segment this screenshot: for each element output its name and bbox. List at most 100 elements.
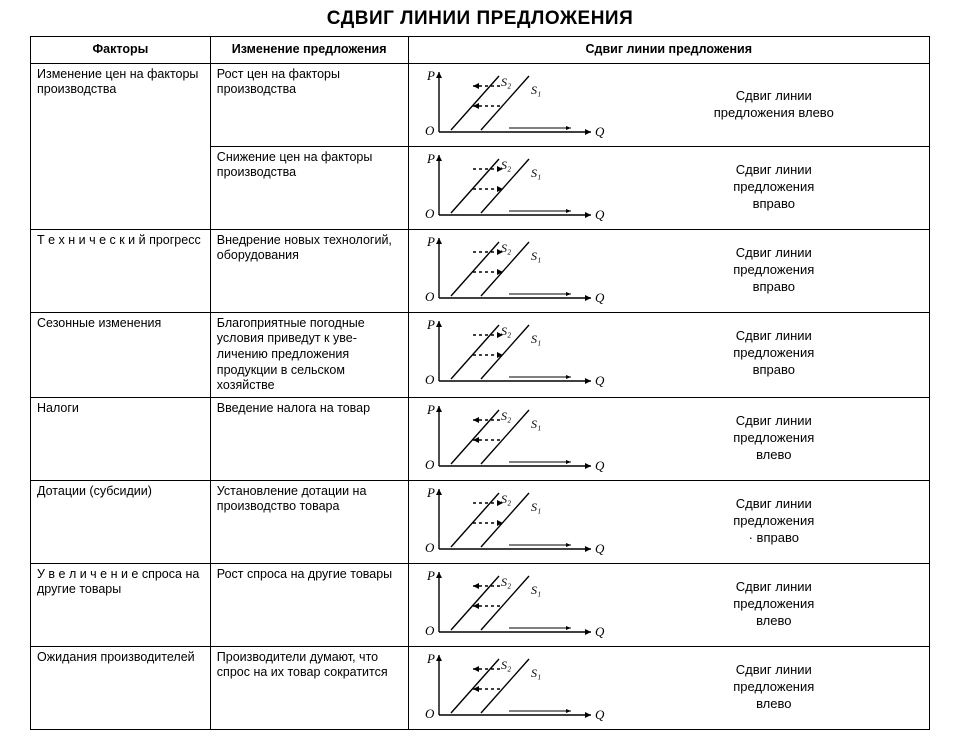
factor-cell: У в е л и ч е н и е спроса на дру­гие то…: [31, 563, 211, 646]
svg-text:O: O: [425, 206, 435, 221]
svg-text:Q: Q: [595, 624, 605, 639]
shift-desc-line: предложения: [623, 262, 925, 279]
shift-desc-line: Сдвиг линии: [623, 662, 925, 679]
shift-desc-line: предложения: [623, 179, 925, 196]
shift-desc-line: Сдвиг линии: [623, 162, 925, 179]
shift-description: Сдвиг линиипредложения влево: [623, 88, 925, 122]
shift-cell: P O Q S₂ S₁ Сдвиг линиипредложениявлево: [408, 397, 929, 480]
svg-text:Q: Q: [595, 290, 605, 305]
shift-cell: P O Q S₂ S₁ Сдвиг линиипредложениявправо: [408, 229, 929, 312]
svg-text:O: O: [425, 123, 435, 138]
shift-description: Сдвиг линиипредложениявлево: [623, 662, 925, 713]
change-cell: Снижение цен на факторы производ­ства: [210, 146, 408, 229]
shift-description: Сдвиг линиипредложениявправо: [623, 162, 925, 213]
shift-desc-line: вправо: [623, 279, 925, 296]
supply-shift-diagram: P O Q S₂ S₁: [413, 149, 613, 227]
svg-text:S₁: S₁: [531, 500, 541, 514]
shift-desc-line: влево: [623, 613, 925, 630]
svg-text:Q: Q: [595, 458, 605, 473]
factor-cell: Т е х н и ч е с к и й прогресс: [31, 229, 211, 312]
svg-text:S₁: S₁: [531, 417, 541, 431]
shift-desc-line: Сдвиг линии: [623, 496, 925, 513]
table-row: Ожидания про­изводителейПроизводители ду…: [31, 646, 930, 729]
shift-desc-line: Сдвиг линии: [623, 328, 925, 345]
svg-text:O: O: [425, 540, 435, 555]
change-cell: Благоприятные по­годные условия приведут…: [210, 312, 408, 397]
shift-description: Сдвиг линиипредложениявлево: [623, 413, 925, 464]
shift-cell: P O Q S₂ S₁ Сдвиг линиипредложениявлево: [408, 646, 929, 729]
table-row: Сезонные изме­ненияБлагоприятные по­годн…: [31, 312, 930, 397]
change-cell: Введение налога на товар: [210, 397, 408, 480]
svg-text:P: P: [426, 568, 435, 583]
svg-text:O: O: [425, 457, 435, 472]
svg-text:O: O: [425, 623, 435, 638]
supply-shift-diagram: P O Q S₂ S₁: [413, 66, 613, 144]
shift-desc-line: Сдвиг линии: [623, 88, 925, 105]
svg-text:P: P: [426, 317, 435, 332]
shift-desc-line: вправо: [623, 362, 925, 379]
svg-text:O: O: [425, 372, 435, 387]
svg-text:Q: Q: [595, 124, 605, 139]
table-row: Изменение цен на факторы про­изводстваРо…: [31, 63, 930, 146]
table-row: Т е х н и ч е с к и й прогрессВнедрение …: [31, 229, 930, 312]
shift-description: Сдвиг линиипредложениявправо: [623, 328, 925, 379]
supply-shift-diagram: P O Q S₂ S₁: [413, 315, 613, 393]
svg-text:S₁: S₁: [531, 83, 541, 97]
shift-desc-line: предложения: [623, 513, 925, 530]
supply-shift-diagram: P O Q S₂ S₁: [413, 566, 613, 644]
svg-text:P: P: [426, 485, 435, 500]
table-row: У в е л и ч е н и е спроса на дру­гие то…: [31, 563, 930, 646]
shift-description: Сдвиг линиипредложениявправо: [623, 245, 925, 296]
page-title: СДВИГ ЛИНИИ ПРЕДЛОЖЕНИЯ: [30, 8, 930, 30]
svg-text:S₂: S₂: [501, 75, 511, 89]
svg-text:Q: Q: [595, 207, 605, 222]
factor-cell: Дотации (субси­дии): [31, 480, 211, 563]
svg-text:S₂: S₂: [501, 658, 511, 672]
svg-text:S₁: S₁: [531, 166, 541, 180]
shift-desc-line: Сдвиг линии: [623, 579, 925, 596]
svg-text:Q: Q: [595, 541, 605, 556]
shift-desc-line: предложения влево: [623, 105, 925, 122]
svg-text:S₂: S₂: [501, 492, 511, 506]
shift-desc-line: предложения: [623, 679, 925, 696]
svg-text:P: P: [426, 234, 435, 249]
svg-text:O: O: [425, 706, 435, 721]
svg-text:S₂: S₂: [501, 158, 511, 172]
change-cell: Рост спроса на дру­гие товары: [210, 563, 408, 646]
shift-cell: P O Q S₂ S₁ Сдвиг линиипредложения влево: [408, 63, 929, 146]
shift-desc-line: предложения: [623, 430, 925, 447]
svg-text:S₁: S₁: [531, 249, 541, 263]
header-factors: Факторы: [31, 37, 211, 64]
supply-shift-diagram: P O Q S₂ S₁: [413, 649, 613, 727]
shift-desc-line: Сдвиг линии: [623, 413, 925, 430]
svg-text:S₁: S₁: [531, 332, 541, 346]
change-cell: Рост цен на факто­ры производства: [210, 63, 408, 146]
shift-desc-line: влево: [623, 696, 925, 713]
svg-text:S₁: S₁: [531, 583, 541, 597]
shift-desc-line: предложения: [623, 596, 925, 613]
shift-cell: P O Q S₂ S₁ Сдвиг линиипредложениявлево: [408, 563, 929, 646]
header-shift: Сдвиг линии предложения: [408, 37, 929, 64]
table-row: Дотации (субси­дии)Установление дота­ции…: [31, 480, 930, 563]
svg-text:S₂: S₂: [501, 409, 511, 423]
shift-desc-line: влево: [623, 447, 925, 464]
svg-text:S₁: S₁: [531, 666, 541, 680]
svg-text:P: P: [426, 651, 435, 666]
shift-cell: P O Q S₂ S₁ Сдвиг линиипредложениявправо: [408, 146, 929, 229]
svg-text:P: P: [426, 151, 435, 166]
svg-text:P: P: [426, 68, 435, 83]
shift-desc-line: вправо: [623, 196, 925, 213]
factor-cell: Ожидания про­изводителей: [31, 646, 211, 729]
shift-cell: P O Q S₂ S₁ Сдвиг линиипредложения· впра…: [408, 480, 929, 563]
shift-desc-line: · вправо: [623, 530, 925, 547]
change-cell: Внедрение новых технологий, обору­довани…: [210, 229, 408, 312]
svg-text:S₂: S₂: [501, 324, 511, 338]
supply-shift-diagram: P O Q S₂ S₁: [413, 400, 613, 478]
change-cell: Установление дота­ции на производст­во т…: [210, 480, 408, 563]
factor-cell: Изменение цен на факторы про­изводства: [31, 63, 211, 229]
shift-desc-line: Сдвиг линии: [623, 245, 925, 262]
factor-cell: Налоги: [31, 397, 211, 480]
supply-shift-diagram: P O Q S₂ S₁: [413, 232, 613, 310]
header-change: Изменение предложения: [210, 37, 408, 64]
factor-cell: Сезонные изме­нения: [31, 312, 211, 397]
